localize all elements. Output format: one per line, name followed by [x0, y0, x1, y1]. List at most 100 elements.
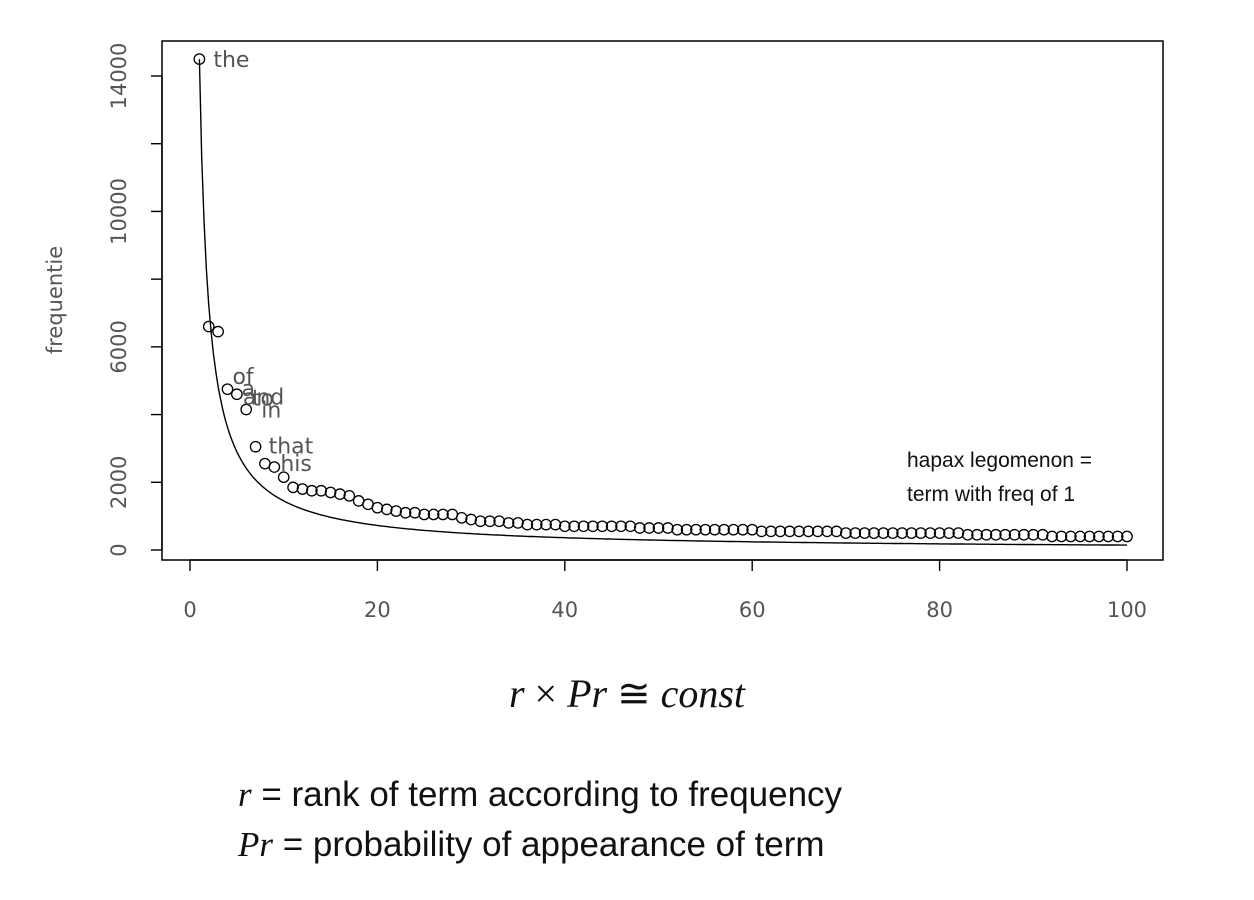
data-point: [212, 325, 224, 338]
x-tick-label: 100: [1107, 598, 1147, 622]
data-point: [755, 525, 768, 538]
y-tick-label: 0: [107, 543, 131, 556]
data-point: [783, 525, 796, 538]
data-point: [418, 508, 431, 521]
data-point: [380, 503, 393, 516]
data-point: [493, 515, 506, 528]
data-point: [474, 515, 487, 528]
data-point: [1093, 530, 1105, 543]
data-point: [371, 501, 384, 514]
data-point: [849, 527, 862, 539]
data-point: [577, 520, 590, 533]
y-tick-label: 14000: [107, 43, 131, 110]
data-point: [999, 528, 1012, 541]
data-point: [989, 528, 1002, 541]
data-point: [502, 517, 515, 529]
data-point: [1008, 528, 1021, 541]
data-point: [708, 523, 721, 536]
data-point: [512, 517, 524, 529]
data-point: [699, 523, 712, 536]
x-tick-label: 20: [364, 598, 391, 622]
data-point: [774, 525, 787, 538]
data-point: [877, 527, 890, 539]
data-point: [793, 525, 805, 538]
word-label: in: [261, 398, 281, 423]
data-point: [202, 320, 215, 333]
data-point: [980, 528, 993, 541]
data-point: [933, 527, 946, 539]
legend-probability-line: Pr = probability of appearance of term: [238, 820, 842, 870]
data-point: [1083, 530, 1096, 543]
word-label: and: [243, 385, 284, 410]
data-point: [671, 523, 684, 536]
data-point: [605, 520, 618, 533]
word-label: that: [269, 435, 314, 460]
data-point: [811, 525, 824, 538]
data-point: [1018, 528, 1030, 541]
data-point: [971, 528, 983, 541]
data-point: [643, 522, 655, 534]
data-point: [1074, 530, 1087, 543]
data-point: [287, 481, 299, 494]
data-point: [268, 461, 281, 473]
data-point: [521, 518, 534, 531]
symbol-legend: r = rank of term according to frequency …: [238, 770, 842, 870]
data-point: [455, 511, 468, 524]
data-point: [437, 508, 449, 521]
y-tick-label: 2000: [107, 456, 131, 509]
data-point: [427, 508, 440, 521]
data-point: [558, 520, 571, 533]
data-point: [952, 527, 965, 539]
data-point: [240, 403, 253, 416]
data-point: [1121, 530, 1133, 543]
data-point: [1111, 530, 1124, 543]
data-point: [334, 488, 346, 500]
data-point: [943, 527, 955, 539]
data-point: [549, 518, 562, 531]
data-point: [718, 523, 730, 536]
word-label: to: [252, 386, 274, 411]
data-point: [277, 471, 290, 484]
data-point: [830, 525, 843, 538]
data-point: [765, 525, 777, 538]
data-point: [568, 520, 581, 533]
word-label: the: [213, 48, 249, 73]
data-point: [390, 505, 402, 517]
data-point: [736, 523, 749, 536]
data-point: [746, 523, 759, 536]
formula-probability-symbol: Pr: [567, 671, 608, 716]
data-point: [587, 520, 599, 533]
data-point: [727, 523, 740, 536]
formula-constant: const: [660, 671, 746, 716]
zipf-formula: r × Pr ≅ const: [0, 670, 1254, 717]
data-point: [840, 527, 852, 539]
formula-rank-symbol: r: [508, 671, 525, 716]
formula-approx-sign: ≅: [617, 671, 651, 716]
legend-rank-line: r = rank of term according to frequency: [238, 770, 842, 820]
data-point: [690, 523, 702, 536]
data-point: [1027, 528, 1040, 541]
data-point: [1102, 530, 1115, 543]
data-point: [896, 527, 908, 539]
word-label: his: [280, 452, 312, 477]
formula-times-sign: ×: [534, 671, 558, 716]
data-point: [530, 518, 543, 531]
data-point: [802, 525, 815, 538]
legend-probability-text: = probability of appearance of term: [273, 825, 825, 864]
data-point: [315, 484, 328, 497]
data-point: [858, 527, 871, 539]
legend-rank-text: = rank of term according to frequency: [251, 775, 843, 814]
y-tick-label: 6000: [107, 320, 131, 373]
data-point: [821, 525, 834, 538]
data-point: [343, 489, 356, 502]
y-tick-label: 10000: [107, 178, 131, 245]
data-point: [1064, 530, 1077, 543]
zipf-curve: [198, 59, 1127, 546]
data-point: [915, 527, 927, 539]
data-point: [596, 520, 609, 533]
x-tick-label: 80: [926, 598, 953, 622]
data-point: [221, 383, 234, 396]
hapax-note-line-2: term with freq of 1: [907, 483, 1075, 506]
data-point: [296, 483, 309, 495]
